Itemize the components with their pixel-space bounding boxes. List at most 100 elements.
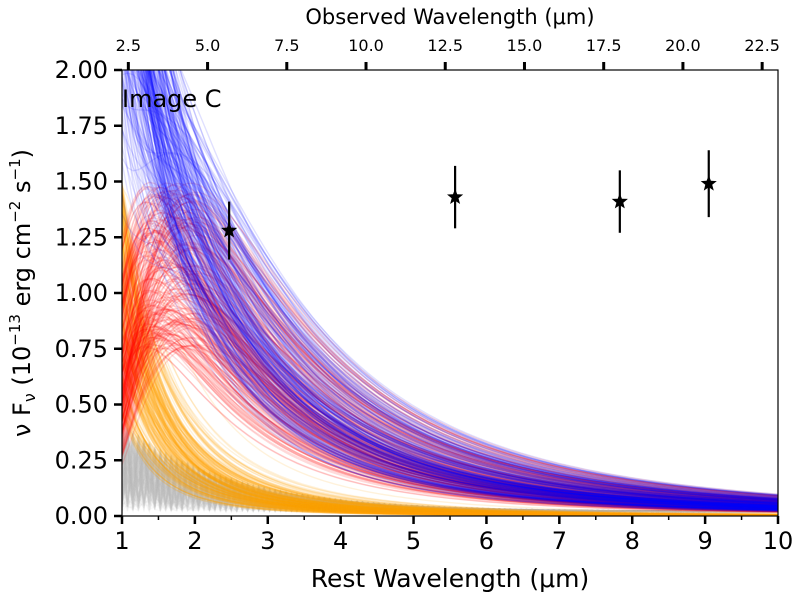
x2-tick-label: 7.5 [274, 36, 299, 55]
model-curve [122, 425, 778, 513]
model-curve [122, 311, 778, 516]
model-curve [122, 329, 778, 510]
model-curve [122, 438, 778, 513]
model-curve [122, 307, 778, 505]
model-curve [122, 454, 778, 513]
model-curve [122, 209, 778, 516]
model-curve [122, 318, 778, 516]
model-curve [122, 429, 778, 514]
model-curve [122, 430, 778, 513]
model-curve [122, 436, 778, 513]
model-curve [122, 246, 778, 516]
model-curve [122, 274, 778, 508]
model-curve [122, 250, 778, 516]
model-curve [122, 344, 778, 516]
model-curve [122, 438, 778, 513]
y-tick-label: 0.50 [55, 391, 108, 419]
model-curve [122, 424, 778, 514]
x2-tick-label: 15.0 [507, 36, 543, 55]
model-curve [122, 258, 778, 516]
model-curve [122, 443, 778, 513]
model-curve [122, 433, 778, 513]
model-curve [122, 253, 778, 516]
model-curve [122, 319, 778, 516]
model-curve [122, 444, 778, 513]
model-curve [122, 260, 778, 516]
model-curve [122, 199, 778, 516]
model-curve [122, 447, 778, 513]
model-curve [122, 443, 778, 513]
x2-tick-label: 22.5 [744, 36, 780, 55]
model-curve [122, 442, 778, 513]
model-curve [122, 449, 778, 514]
model-curve [122, 211, 778, 516]
model-curve [122, 444, 778, 514]
model-curve [122, 437, 778, 514]
model-curve [122, 325, 778, 516]
model-curve [122, 447, 778, 513]
model-curve [122, 431, 778, 513]
model-curve [122, 251, 778, 516]
model-curve [122, 455, 778, 513]
model-curve [122, 190, 778, 516]
model-curve [122, 192, 778, 516]
model-curve [122, 197, 778, 516]
x2-axis-title: Observed Wavelength (μm) [305, 5, 594, 29]
model-curve [122, 242, 778, 516]
model-curve [122, 314, 778, 516]
x2-tick-label: 5.0 [195, 36, 220, 55]
model-curve [122, 265, 778, 516]
model-curve [122, 444, 778, 513]
model-curve [122, 328, 778, 516]
model-curve [122, 437, 778, 513]
model-curve [122, 428, 778, 514]
model-curve [122, 433, 778, 513]
model-curve [122, 432, 778, 513]
model-curve [122, 352, 778, 516]
x-tick-label: 4 [333, 527, 348, 555]
model-curve [122, 349, 778, 516]
model-curve [122, 439, 778, 513]
model-curve [122, 377, 778, 516]
x-tick-label: 10 [763, 527, 794, 555]
model-curve [122, 434, 778, 513]
model-curve [122, 439, 778, 513]
model-curve [122, 424, 778, 513]
model-curve [122, 298, 778, 506]
model-curve [122, 443, 778, 513]
model-curve [122, 209, 778, 501]
model-curve [122, 181, 778, 516]
model-curve [122, 428, 778, 513]
model-curve [122, 448, 778, 513]
model-curve [122, 244, 778, 516]
model-curve [122, 245, 778, 516]
model-curve [122, 438, 778, 513]
model-curve [122, 450, 778, 513]
model-curve [122, 451, 778, 513]
model-curve [122, 184, 778, 516]
model-curve [122, 460, 778, 515]
x-tick-label: 9 [697, 527, 712, 555]
x-tick-label: 2 [187, 527, 202, 555]
model-curve [122, 445, 778, 514]
model-curve [122, 261, 778, 516]
model-curve [122, 443, 778, 513]
model-curve [122, 446, 778, 513]
model-curve [122, 453, 778, 513]
model-curve [122, 436, 778, 513]
model-curve [122, 288, 778, 507]
x-axis-title: Rest Wavelength (μm) [311, 564, 589, 593]
y-axis-title: ν Fν (10−13 erg cm−2 s−1) [6, 149, 39, 437]
model-curve [122, 429, 778, 513]
y-tick-label: 1.25 [55, 223, 108, 251]
model-curve [122, 443, 778, 515]
model-curve [122, 425, 778, 513]
model-curve [122, 436, 778, 513]
model-curve [122, 222, 778, 516]
model-curve [122, 461, 778, 513]
model-curve [122, 428, 778, 513]
model-curve [122, 321, 778, 516]
model-curve [122, 238, 778, 510]
model-curve [122, 429, 778, 513]
model-curve [122, 426, 778, 513]
